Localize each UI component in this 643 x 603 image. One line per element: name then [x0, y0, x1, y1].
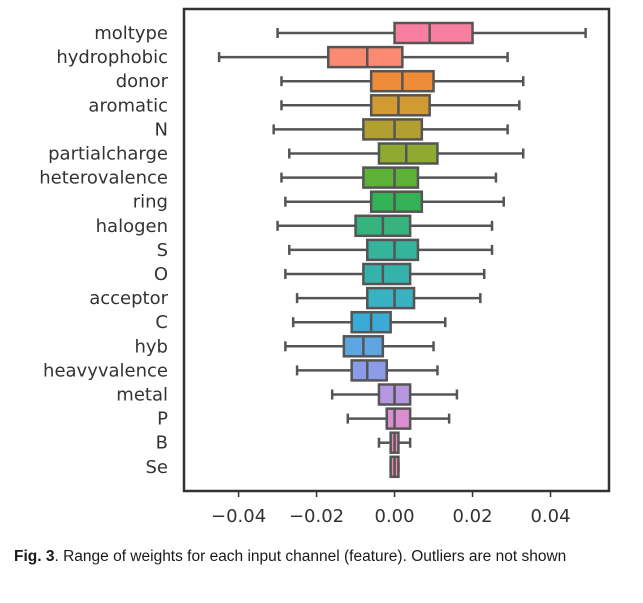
category-label-B: B — [156, 433, 168, 454]
category-label-O: O — [154, 264, 168, 285]
category-label-heterovalence: heterovalence — [39, 168, 168, 189]
box-hyb — [284, 335, 435, 358]
box-iqr — [393, 21, 474, 45]
box-Se — [389, 455, 400, 479]
box-P — [346, 407, 451, 430]
category-label-aromatic: aromatic — [88, 95, 168, 116]
category-label-donor: donor — [116, 71, 169, 92]
boxplot-chart: moltype hydrophobic donor aromatic Npartialc… — [39, 7, 611, 527]
category-label-S: S — [157, 240, 168, 261]
category-label-moltype: moltype — [94, 23, 168, 44]
category-labels: moltype hydrophobic donor aromatic Npartialc… — [39, 23, 168, 478]
caption-figure-number: Fig. 3 — [14, 548, 55, 565]
x-tick-label: 0.04 — [530, 506, 570, 527]
category-label-partialcharge: partialcharge — [48, 144, 168, 165]
category-label-N: N — [155, 119, 168, 140]
category-label-C: C — [155, 312, 168, 333]
box-acceptor — [295, 286, 482, 310]
box-iqr — [377, 142, 439, 165]
box-B — [377, 431, 412, 454]
box-N — [272, 118, 509, 141]
box-partialcharge — [288, 142, 525, 165]
category-label-heavyvalence: heavyvalence — [43, 360, 168, 381]
box-iqr — [350, 359, 389, 382]
box-moltype — [276, 21, 587, 45]
category-label-Se: Se — [146, 457, 169, 478]
box-iqr — [362, 166, 420, 189]
boxes-layer — [217, 21, 587, 479]
category-label-P: P — [157, 409, 168, 430]
figure-caption: Fig. 3. Range of weights for each input … — [14, 545, 634, 568]
box-iqr — [362, 118, 424, 141]
box-aromatic — [280, 94, 521, 117]
box-iqr — [385, 407, 412, 430]
box-O — [284, 262, 486, 286]
box-hydrophobic — [217, 45, 509, 69]
category-label-metal: metal — [116, 385, 168, 406]
caption-text: . Range of weights for each input channe… — [54, 548, 567, 565]
x-axis-ticks: −0.04 −0.02 0.00 0.02 0.04 — [211, 491, 571, 527]
box-ring — [284, 190, 505, 213]
box-halogen — [276, 214, 494, 238]
box-donor — [280, 69, 525, 93]
category-label-ring: ring — [133, 192, 168, 213]
x-tick-label: 0.00 — [375, 506, 415, 527]
x-tick-label: −0.04 — [211, 506, 266, 527]
category-label-acceptor: acceptor — [89, 288, 168, 309]
box-iqr — [369, 94, 431, 117]
box-iqr — [327, 45, 404, 69]
box-heterovalence — [280, 166, 498, 189]
x-tick-label: 0.02 — [452, 506, 492, 527]
box-iqr — [366, 238, 420, 262]
box-iqr — [369, 190, 424, 213]
box-S — [288, 238, 494, 262]
x-tick-label: −0.02 — [289, 506, 344, 527]
plot-frame — [182, 7, 611, 493]
box-iqr — [366, 286, 416, 310]
category-label-halogen: halogen — [96, 216, 168, 237]
category-label-hydrophobic: hydrophobic — [56, 47, 168, 68]
box-metal — [330, 383, 459, 406]
box-C — [291, 310, 447, 334]
box-iqr — [362, 262, 412, 286]
category-label-hyb: hyb — [135, 336, 169, 357]
box-heavyvalence — [295, 359, 439, 382]
